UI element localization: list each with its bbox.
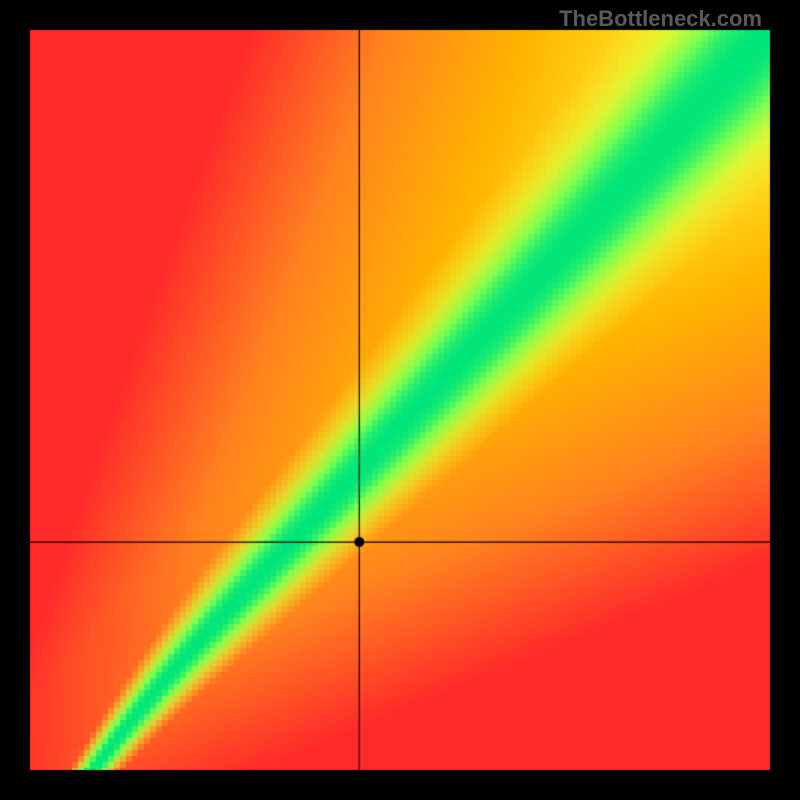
watermark-text: TheBottleneck.com [559,6,762,32]
heatmap-canvas [0,0,800,800]
